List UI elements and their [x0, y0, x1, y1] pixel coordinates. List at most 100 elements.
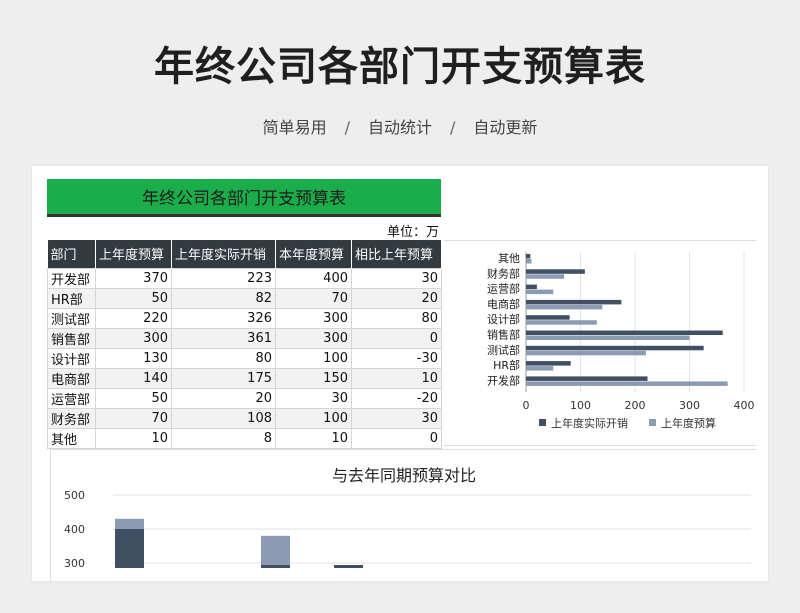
column-segment-dark	[261, 565, 290, 568]
y-tick-label: 300	[64, 557, 85, 570]
table-cell-value[interactable]: 30	[351, 407, 442, 429]
table-cell-value[interactable]: 10	[351, 367, 442, 389]
table-cell-value[interactable]: 82	[171, 287, 276, 309]
tag-easy: 简单易用	[262, 118, 327, 137]
table-cell-value[interactable]: 300	[275, 327, 352, 349]
sheet-banner: 年终公司各部门开支预算表	[47, 179, 441, 217]
table-cell-value[interactable]: 30	[275, 387, 352, 409]
table-cell-value[interactable]: 0	[351, 327, 442, 349]
table-cell-dept[interactable]: 设计部	[47, 347, 96, 369]
table-cell-value[interactable]: 80	[171, 347, 276, 369]
category-label: 测试部	[487, 343, 520, 357]
table-cell-value[interactable]: 108	[171, 407, 276, 429]
category-label: 电商部	[487, 297, 520, 311]
bar-budget	[526, 350, 646, 356]
column-chart-title: 与去年同期预算对比	[331, 466, 476, 485]
tag-auto-update: 自动更新	[473, 118, 538, 137]
x-tick-label: 200	[625, 399, 646, 412]
category-label: 运营部	[487, 282, 520, 296]
spreadsheet-preview: 年终公司各部门开支预算表 单位：万 部门 上年度预算 上年度实际开销 本年度预算…	[32, 166, 768, 581]
table-cell-dept[interactable]: 测试部	[47, 307, 96, 329]
category-label: HR部	[493, 358, 520, 372]
table-cell-value[interactable]: 150	[275, 367, 352, 389]
table-row: 开发部 370 223 400 30	[47, 267, 442, 289]
bar-budget	[526, 335, 690, 340]
page-title: 年终公司各部门开支预算表	[154, 44, 646, 90]
table-cell-dept[interactable]: HR部	[47, 287, 96, 309]
table-cell-value[interactable]: 300	[275, 307, 352, 329]
table-cell-dept[interactable]: 其他	[47, 427, 96, 449]
table-cell-dept[interactable]: 电商部	[47, 367, 96, 389]
legend-swatch	[649, 419, 656, 426]
column-chart: 与去年同期预算对比 500 400 300	[50, 449, 756, 581]
table-cell-value[interactable]: 175	[171, 367, 276, 389]
legend-label: 上年度实际开销	[551, 416, 628, 430]
table-cell-value[interactable]: 10	[275, 427, 352, 449]
bar-actual	[526, 330, 723, 335]
table-cell-value[interactable]: 361	[171, 327, 276, 349]
column-header-this-budget: 本年度预算	[275, 240, 352, 268]
bar-actual	[526, 315, 570, 320]
table-cell-value[interactable]: -30	[351, 347, 442, 369]
table-cell-value[interactable]: 10	[95, 427, 172, 449]
table-cell-value[interactable]: 0	[351, 427, 442, 449]
y-tick-label: 500	[64, 489, 85, 502]
category-label: 开发部	[487, 373, 520, 387]
tag-separator: /	[450, 118, 456, 137]
table-cell-dept[interactable]: 财务部	[47, 407, 96, 429]
table-cell-dept[interactable]: 销售部	[47, 327, 96, 349]
table-cell-value[interactable]: 50	[95, 387, 172, 409]
table-header-row: 部门 上年度预算 上年度实际开销 本年度预算 相比上年预算	[47, 240, 442, 268]
table-cell-value[interactable]: 220	[95, 307, 172, 329]
bar-budget	[526, 289, 554, 295]
chart-border-top	[444, 240, 756, 241]
table-cell-value[interactable]: 50	[95, 287, 172, 309]
table-cell-value[interactable]: 100	[275, 347, 352, 369]
table-cell-value[interactable]: 20	[351, 287, 442, 309]
table-cell-dept[interactable]: 运营部	[47, 387, 96, 409]
x-tick-label: 400	[734, 399, 755, 412]
table-cell-value[interactable]: 326	[171, 307, 276, 329]
bar-actual	[526, 376, 648, 381]
column-segment-light	[115, 518, 144, 529]
table-cell-value[interactable]: 400	[275, 267, 352, 289]
table-row: 测试部 220 326 300 80	[47, 307, 442, 329]
table-cell-value[interactable]: 80	[351, 307, 442, 329]
legend-label: 上年度预算	[661, 416, 716, 430]
bar-budget	[526, 366, 554, 371]
table-row: 财务部 70 108 100 30	[47, 407, 442, 429]
table-cell-value[interactable]: 8	[171, 427, 276, 449]
category-label: 设计部	[487, 312, 520, 326]
column-segment-light	[261, 535, 290, 565]
table-row: 运营部 50 20 30 -20	[47, 387, 442, 409]
table-cell-value[interactable]: 20	[171, 387, 276, 409]
table-cell-value[interactable]: 370	[95, 267, 172, 289]
x-tick-label: 0	[523, 399, 530, 412]
subtitle-tags: 简单易用 / 自动统计 / 自动更新	[0, 114, 800, 138]
table-cell-value[interactable]: 100	[275, 407, 352, 429]
bar-actual	[526, 345, 704, 351]
table-cell-value[interactable]: 223	[171, 267, 276, 289]
bar-actual	[526, 361, 571, 366]
table-cell-value[interactable]: 70	[95, 407, 172, 429]
table-cell-value[interactable]: 140	[95, 367, 172, 389]
table-row: 电商部 140 175 150 10	[47, 367, 442, 389]
category-label: 其他	[498, 252, 520, 265]
table-cell-value[interactable]: -20	[351, 387, 442, 409]
column-header-last-budget: 上年度预算	[95, 240, 172, 268]
horizontal-bar-chart: 0 100 200 300 400 其他 财务部 运营部 电商部 设计部 销售部 测试部 HR部 开发部上…	[444, 240, 756, 446]
chart-border-bottom	[444, 445, 756, 446]
table-cell-value[interactable]: 300	[95, 327, 172, 349]
x-tick-label: 300	[679, 399, 700, 412]
bar-budget	[526, 259, 532, 264]
column-header-last-actual: 上年度实际开销	[171, 240, 276, 268]
tag-separator: /	[344, 118, 350, 137]
table-cell-value[interactable]: 30	[351, 267, 442, 289]
table-row: HR部 50 82 70 20	[47, 287, 442, 309]
column-header-dept: 部门	[47, 240, 96, 268]
table-cell-dept[interactable]: 开发部	[47, 267, 96, 289]
table-cell-value[interactable]: 130	[95, 347, 172, 369]
unit-label: 单位：万	[386, 225, 439, 240]
table-cell-value[interactable]: 70	[275, 287, 352, 309]
table-row: 其他 10 8 10 0	[47, 427, 442, 449]
